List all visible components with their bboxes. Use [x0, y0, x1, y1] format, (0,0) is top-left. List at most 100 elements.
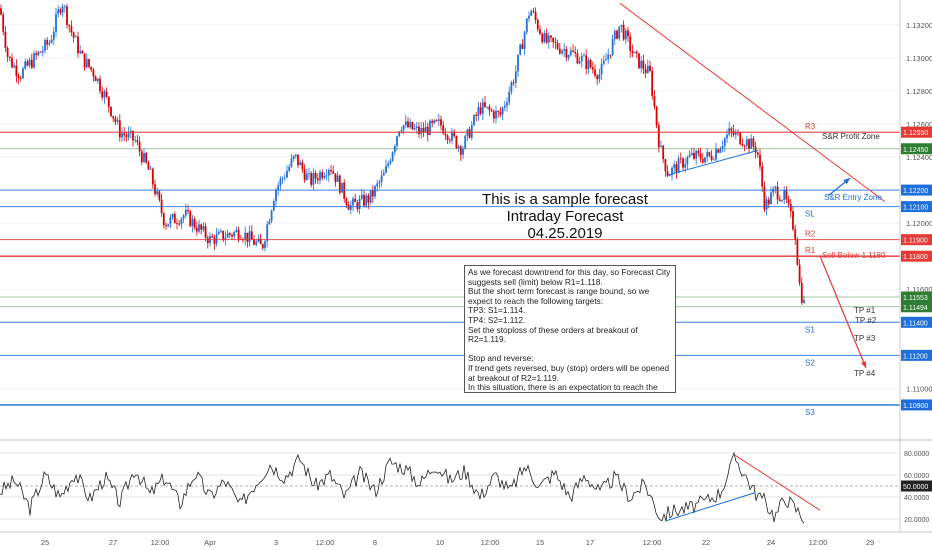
candle-body: [37, 51, 40, 55]
candle-body: [261, 244, 264, 249]
candle-body: [206, 237, 209, 244]
candle-body: [473, 114, 475, 126]
candle-body: [301, 162, 304, 170]
candle-body: [178, 223, 181, 225]
candle-body: [11, 57, 13, 68]
candle-body: [136, 140, 139, 143]
candle-body: [321, 172, 324, 178]
candle-body: [576, 53, 579, 64]
candle-body: [193, 218, 196, 228]
candle-body: [803, 299, 805, 303]
candle-body: [668, 175, 671, 177]
downtrend-line: [619, 2, 886, 203]
candle-body: [490, 110, 493, 112]
candle-body: [547, 35, 550, 43]
candle-body: [468, 129, 471, 138]
candle-body: [70, 26, 73, 33]
candle-body: [4, 31, 7, 49]
candle-body: [501, 107, 504, 115]
candle-body: [0, 8, 2, 15]
candle-body: [688, 154, 691, 158]
candle-body: [600, 63, 603, 75]
price-tag-bg: [901, 291, 932, 303]
candle-body: [565, 49, 568, 58]
candle-body: [754, 146, 757, 153]
oscillator-line: [0, 451, 805, 524]
candle-body: [671, 167, 673, 176]
candle-body: [517, 54, 519, 72]
candle-body: [314, 172, 317, 179]
osc-uptrend-line: [664, 492, 756, 522]
candle-body: [488, 106, 491, 111]
candle-body: [422, 127, 425, 133]
candle-body: [453, 131, 456, 137]
time-tick-label: 24: [767, 538, 775, 547]
candle-body: [125, 135, 128, 138]
candle-body: [411, 122, 414, 130]
candle-body: [651, 70, 654, 96]
osc-tick-label: 20.0000: [904, 517, 929, 524]
candle-body: [341, 182, 343, 193]
price-tick-label: 1.12800: [906, 87, 932, 96]
candle-body: [101, 91, 104, 98]
candle-body: [424, 126, 427, 133]
candle-body: [189, 211, 192, 227]
candle-body: [710, 155, 713, 160]
candle-body: [605, 59, 607, 61]
candle-body: [554, 42, 557, 43]
candle-body: [184, 209, 187, 216]
candle-body: [730, 128, 733, 131]
time-tick-label: 27: [109, 538, 117, 547]
candle-body: [662, 145, 665, 160]
candle-body: [112, 116, 115, 119]
candle-body: [596, 75, 599, 80]
price-tick-label: 1.12600: [906, 120, 932, 129]
candle-body: [68, 24, 71, 27]
candle-body: [149, 168, 152, 170]
candle-body: [591, 67, 594, 70]
candle-body: [200, 224, 203, 230]
candle-body: [292, 155, 295, 159]
candle-body: [22, 68, 24, 79]
price-tick-label: 1.11600: [906, 285, 932, 294]
candle-body: [316, 178, 319, 181]
candle-body: [182, 215, 185, 219]
candle-body: [127, 132, 130, 138]
candle-body: [451, 131, 453, 141]
candle-body: [653, 95, 656, 107]
candle-body: [235, 229, 238, 232]
candle-body: [110, 106, 112, 117]
price-tag-label: 1.11553: [903, 295, 928, 302]
candle-body: [354, 198, 357, 202]
candle-body: [550, 35, 552, 38]
level-name-s3: S3: [805, 408, 815, 417]
candle-body: [532, 11, 535, 12]
candle-body: [325, 175, 328, 177]
candle-body: [55, 13, 57, 32]
candle-body: [748, 139, 750, 149]
candle-body: [763, 186, 766, 210]
candle-body: [345, 198, 348, 205]
candle-body: [426, 126, 429, 136]
candle-body: [360, 194, 363, 199]
candle-body: [699, 153, 702, 160]
annotation-label: TP #4: [854, 369, 876, 378]
candle-body: [123, 133, 126, 136]
annotation-label: S&R Profit Zone: [822, 132, 880, 141]
candle-body: [2, 14, 5, 32]
annotation-label: TP #1: [854, 306, 876, 315]
candle-body: [347, 204, 350, 210]
candle-body: [721, 146, 724, 149]
candle-body: [618, 26, 621, 39]
candle-body: [173, 214, 176, 224]
candle-body: [611, 39, 614, 55]
candle-body: [336, 175, 339, 182]
candle-body: [435, 120, 438, 121]
candle-body: [770, 192, 772, 205]
candle-body: [343, 182, 346, 199]
price-tag-label: 1.11800: [903, 254, 928, 261]
candle-body: [33, 53, 35, 68]
candle-body: [521, 44, 524, 49]
sell-arrow-head: [861, 361, 867, 368]
candle-body: [312, 172, 315, 185]
